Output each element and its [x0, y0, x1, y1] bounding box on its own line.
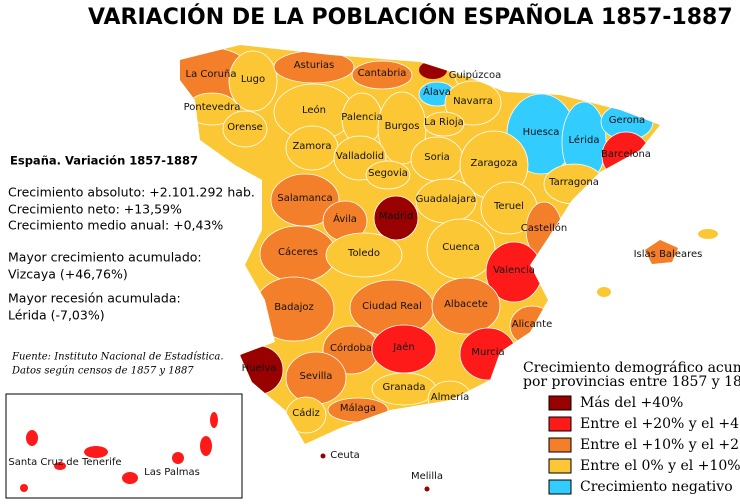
legend-swatch [548, 479, 572, 495]
province-label: Santa Cruz de Tenerife [8, 457, 121, 468]
province-label: Jaén [392, 341, 415, 353]
province-label: Orense [227, 122, 263, 133]
island [210, 412, 218, 428]
province-label: Salamanca [277, 193, 332, 204]
city-dot [320, 453, 326, 459]
legend-label: Entre el 0% y el +10% [580, 458, 740, 474]
province-label: Córdoba [330, 342, 372, 354]
province-label: Huelva [242, 363, 277, 374]
province-label: Tarragona [548, 177, 599, 188]
province-label: Barcelona [601, 149, 651, 160]
province-label: Palencia [341, 112, 382, 123]
map-title: VARIACIÓN DE LA POBLACIÓN ESPAÑOLA 1857-… [88, 4, 733, 30]
province-label: Cáceres [278, 246, 318, 258]
province-label: Cádiz [292, 407, 320, 419]
province-label: Asturias [294, 60, 335, 71]
province-label: Badajoz [274, 302, 314, 313]
province-label: Islas Baleares [634, 249, 703, 260]
province-label: León [302, 104, 326, 116]
island [200, 436, 212, 456]
province-label: La Coruña [186, 69, 237, 80]
province-area [222, 110, 268, 148]
province-label: Ceuta [330, 450, 360, 461]
province-area [228, 50, 278, 112]
summary-heading: España. Variación 1857-1887 [10, 154, 198, 168]
legend-swatch [548, 395, 572, 411]
legend-label: Crecimiento negativo [580, 479, 733, 495]
province-label: Valladolid [336, 151, 384, 162]
province-label: Las Palmas [144, 467, 200, 478]
province-label: Lugo [241, 74, 265, 85]
province-area [444, 80, 502, 126]
island [172, 452, 184, 464]
summary-line: Vizcaya (+46,76%) [8, 267, 128, 282]
province-area [365, 160, 411, 190]
summary-line: Crecimiento absoluto: +2.101.292 hab. [8, 185, 255, 200]
legend-swatch [548, 416, 572, 432]
legend-title: Crecimiento demográfico acumulado [523, 360, 740, 376]
province-label: Granada [383, 382, 426, 393]
province-label: Zaragoza [470, 158, 517, 169]
province-label: Guadalajara [416, 194, 477, 205]
legend-swatch [548, 437, 572, 453]
province-label: Segovia [368, 168, 408, 179]
province-label: Ávila [333, 212, 357, 225]
province-label: Málaga [340, 402, 376, 414]
province-label: Melilla [411, 471, 443, 482]
summary-line: Lérida (-7,03%) [8, 308, 105, 323]
island [122, 472, 138, 484]
province-label: Valencia [493, 265, 535, 276]
province-label: Almería [431, 391, 470, 403]
province-label: Huesca [523, 127, 560, 138]
legend-label: Más del +40% [580, 395, 683, 411]
province-area [325, 232, 403, 278]
province-label: Pontevedra [184, 102, 241, 113]
province-label: Navarra [453, 96, 493, 107]
province-label: Zamora [292, 141, 331, 152]
province-area [270, 173, 340, 227]
province-label: Toledo [347, 248, 380, 259]
summary-line: Crecimiento neto: +13,59% [8, 202, 182, 217]
summary-line: Mayor crecimiento acumulado: [8, 250, 202, 265]
province-label: Teruel [493, 201, 524, 212]
island [26, 430, 38, 446]
source-note: Fuente: Instituto Nacional de Estadístic… [11, 352, 224, 363]
province-label: Alicante [512, 319, 552, 330]
province-label: Ciudad Real [362, 301, 422, 312]
summary-line: Mayor recesión acumulada: [8, 291, 181, 306]
province-label: Lérida [569, 134, 600, 146]
province-label: Gerona [609, 115, 645, 126]
island [54, 462, 66, 470]
province-label: Albacete [444, 299, 488, 310]
summary-line: Crecimiento medio anual: +0,43% [8, 218, 223, 233]
province-label: Cuenca [442, 242, 479, 253]
legend-label: Entre el +20% y el +40% [580, 416, 740, 432]
legend-title: por provincias entre 1857 y 1887 [523, 374, 740, 390]
source-note: Datos según censos de 1857 y 1887 [11, 366, 194, 377]
province-label: Castellón [521, 222, 567, 234]
province-area [419, 61, 447, 79]
island [84, 446, 108, 458]
province-label: La Rioja [424, 117, 464, 128]
province-label: Madrid [379, 211, 413, 222]
province-area [423, 111, 465, 137]
province-label: Murcia [471, 347, 504, 358]
province-label: Guipúzcoa [449, 69, 502, 81]
province-label: Soria [424, 152, 449, 163]
legend-swatch [548, 458, 572, 474]
legend-label: Entre el +10% y el +20% [580, 437, 740, 453]
province-area [351, 60, 413, 90]
canarias-inset [5, 393, 243, 499]
province-label: Cantabria [358, 68, 407, 79]
province-area [373, 195, 419, 241]
province-area [431, 277, 501, 335]
province-label: Sevilla [300, 371, 333, 382]
province-label: Burgos [385, 121, 420, 132]
province-label: Álava [423, 85, 451, 98]
city-dot [424, 486, 430, 492]
island [20, 484, 28, 492]
